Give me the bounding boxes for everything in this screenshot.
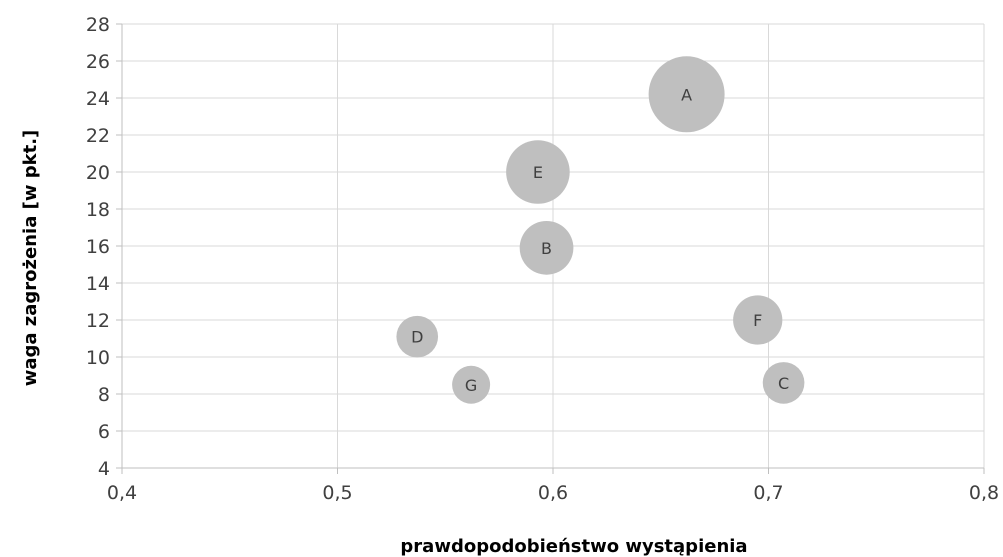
y-tick-labels: 4 6 8 10 12 14 16 18 20 22 24 26 28	[86, 14, 110, 480]
bubble-label-b: B	[541, 239, 552, 258]
bubble-label-a: A	[681, 85, 692, 104]
bubble-f	[733, 295, 783, 345]
bubble-label-g: G	[465, 376, 477, 395]
y-tick-label: 20	[86, 162, 110, 184]
bubble-a	[648, 56, 725, 133]
y-tick-label: 12	[86, 310, 110, 332]
x-tick-labels: 0,4 0,5 0,6 0,7 0,8	[107, 482, 999, 504]
y-tick-label: 26	[86, 51, 110, 73]
axes	[116, 23, 985, 474]
bubble-e	[506, 140, 570, 204]
y-tick-label: 18	[86, 199, 110, 221]
y-tick-label: 28	[86, 14, 110, 36]
x-axis-title: prawdopodobieństwo wystąpienia	[400, 536, 747, 557]
x-tick-label: 0,4	[107, 482, 137, 504]
bubble-label-d: D	[411, 328, 423, 347]
y-tick-label: 14	[86, 273, 110, 295]
x-tick-label: 0,6	[538, 482, 568, 504]
bubble-label-c: C	[778, 374, 789, 393]
bubble-label-e: E	[533, 163, 543, 182]
y-tick-label: 22	[86, 125, 110, 147]
x-tick-label: 0,7	[753, 482, 783, 504]
y-tick-label: 10	[86, 347, 110, 369]
bubbles: A E B F D G C	[396, 56, 805, 404]
bubble-label-f: F	[753, 311, 762, 330]
bubble-b	[519, 220, 574, 275]
bubble-d	[396, 315, 439, 358]
bubble-g	[452, 365, 491, 404]
x-tick-label: 0,5	[322, 482, 352, 504]
y-tick-label: 16	[86, 236, 110, 258]
y-tick-label: 24	[86, 88, 110, 110]
y-tick-label: 4	[98, 458, 110, 480]
x-tick-label: 0,8	[969, 482, 999, 504]
bubble-c	[762, 362, 805, 404]
y-tick-label: 6	[98, 421, 110, 443]
y-tick-label: 8	[98, 384, 110, 406]
y-axis-title: waga zagrożenia [w pkt.]	[20, 130, 41, 387]
